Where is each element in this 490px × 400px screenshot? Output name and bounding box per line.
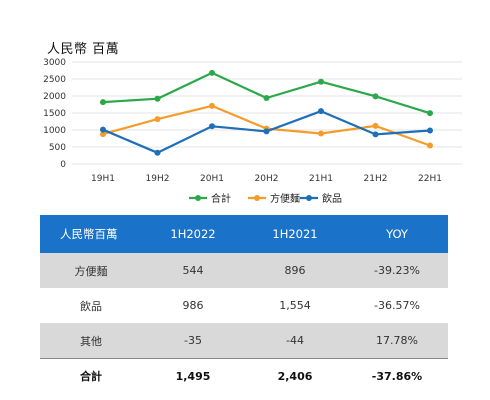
y-tick-label: 3000 [43,58,66,68]
y-tick-label: 0 [60,160,66,170]
data-point [100,131,106,138]
data-point [427,110,433,117]
x-tick-label: 22H1 [418,174,442,184]
row-label: 其他 [40,323,142,359]
legend-marker [254,195,260,201]
y-tick-label: 1000 [43,126,66,136]
cell-value: -35 [142,323,244,359]
header-category: 人民幣百萬 [40,215,142,253]
cell-value: 1,495 [142,358,244,393]
data-point [318,78,324,85]
data-point [263,128,270,135]
table-header-row: 人民幣百萬 1H2022 1H2021 YOY [40,215,448,253]
chart-canvas: 0 500 1000 1500 2000 2500 3000 19H1 19H2 20H1 20H2… [43,58,462,205]
data-point [372,93,379,100]
cell-value: -39.23% [346,253,448,288]
cell-value: 2,406 [244,358,346,393]
data-point [100,126,106,133]
x-tick-label: 21H1 [309,174,333,184]
cell-value: -36.57% [374,299,420,312]
data-point [318,108,324,115]
y-axis-unit-label: 人民幣 百萬 [47,42,120,57]
data-point [318,130,324,137]
table-row: 其他 -35 -44 17.78% [40,323,448,359]
row-label: 方便麵 [40,253,142,288]
row-label: 合計 [40,358,142,393]
data-point [154,149,161,156]
cell-value: 544 [142,253,244,288]
x-tick-label: 20H2 [255,174,279,184]
data-point [209,69,215,76]
cell-value: -44 [244,323,346,359]
cell-value: -37.86% [346,358,448,393]
header-1h2021: 1H2021 [244,215,346,253]
legend-label: 合計 [211,192,231,205]
data-point [372,122,379,129]
data-point [154,95,161,102]
row-label: 飲品 [80,299,102,313]
data-point [427,142,433,149]
header-yoy: YOY [346,215,448,253]
data-point [372,131,379,138]
cell-value: 986 [182,299,204,312]
x-tick-label: 19H2 [146,174,170,184]
table-total-row: 合計 1,495 2,406 -37.86% [40,358,448,393]
legend-marker [306,195,312,201]
legend-label: 飲品 [322,192,342,205]
y-tick-label: 2000 [43,92,66,102]
y-tick-label: 500 [49,143,66,153]
cell-value: 896 [244,253,346,288]
data-point [100,99,106,106]
line-chart: 人民幣 百萬 0 500 1000 1500 2000 2500 3000 19H1 19H2 2… [43,42,462,205]
data-point [209,102,215,109]
data-point [154,116,161,123]
data-point [263,95,270,102]
summary-table: 人民幣百萬 1H2022 1H2021 YOY 方便麵 544 896 -39.… [40,215,448,393]
x-tick-label: 21H2 [364,174,388,184]
y-tick-label: 1500 [43,109,66,119]
x-tick-label: 20H1 [200,174,224,184]
y-tick-label: 2500 [43,75,66,85]
legend-marker [195,195,201,201]
legend-label: 方便麵 [270,192,300,205]
x-tick-label: 19H1 [91,174,115,184]
data-point [427,127,433,134]
cell-value: 1,554 [279,299,311,312]
table-row: 飲品 986 1,554 -36.57% [40,288,448,323]
data-point [209,123,215,130]
table-row: 方便麵 544 896 -39.23% [40,253,448,288]
cell-value: 17.78% [346,323,448,359]
header-1h2022: 1H2022 [142,215,244,253]
